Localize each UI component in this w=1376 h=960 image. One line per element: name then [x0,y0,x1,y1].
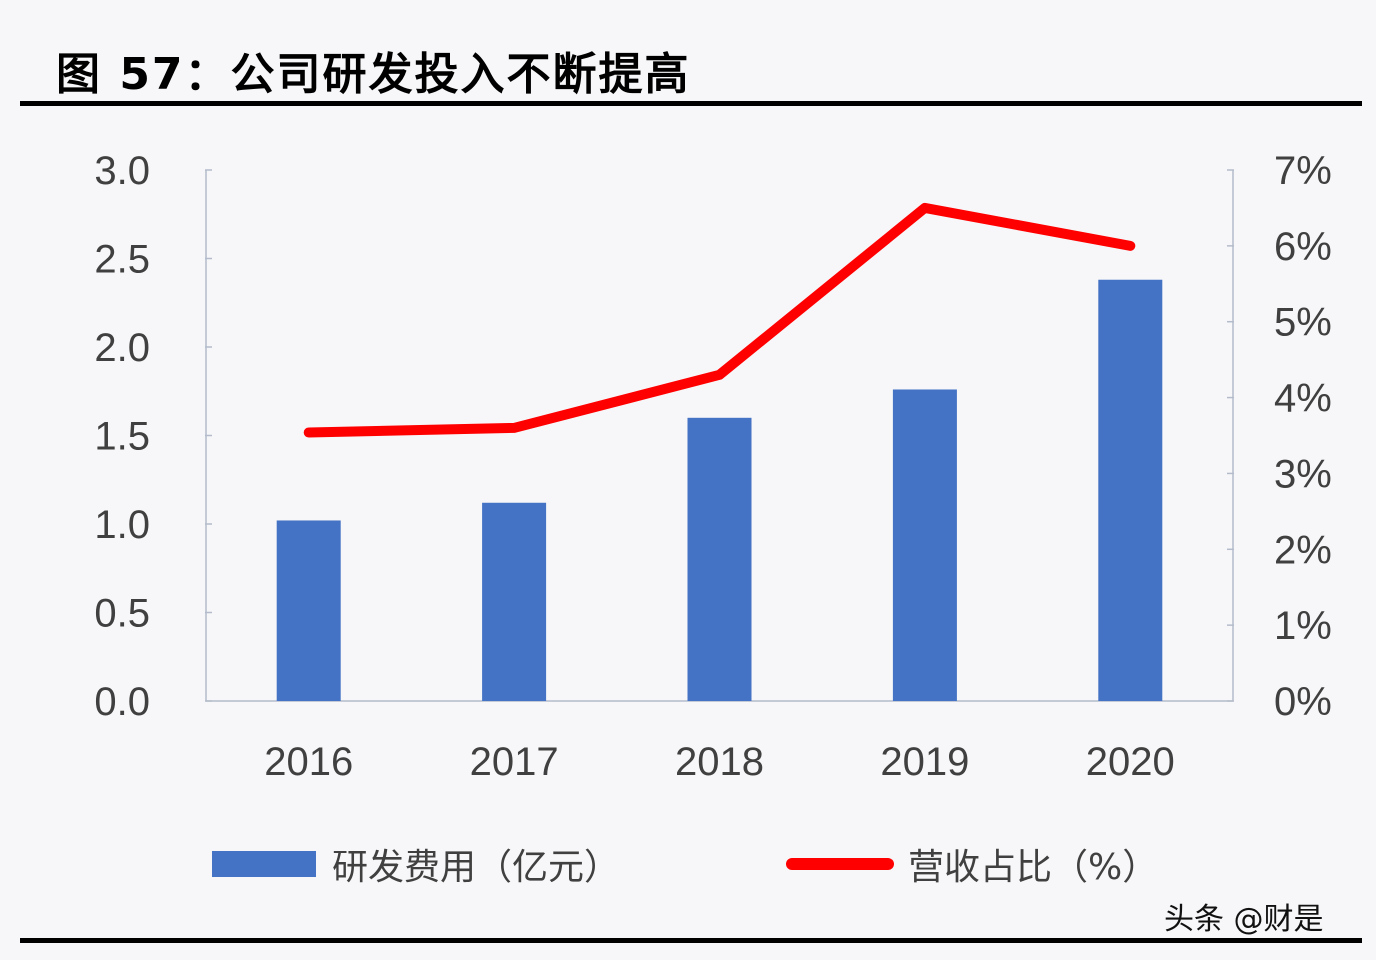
revenue-share-line [303,202,1136,438]
right-tick-label: 3% [1274,452,1332,496]
bar-2017 [482,502,547,701]
left-tick-label: 3.0 [94,149,150,193]
legend-line-swatch [786,858,894,870]
bottom-rule [20,938,1362,943]
bar-2019 [892,389,957,701]
watermark: 头条 @财是 [1164,902,1324,937]
x-tick-label: 2018 [675,740,764,784]
bar-2020 [1098,279,1163,701]
legend-bar-label: 研发费用（亿元） [332,847,621,888]
right-tick-label: 5% [1274,301,1332,345]
left-tick-label: 1.0 [94,503,150,547]
legend-bar: 研发费用（亿元） [212,838,620,890]
right-tick-label: 7% [1274,149,1332,193]
left-tick-label: 0.0 [94,680,150,724]
right-tick-label: 1% [1274,604,1332,648]
top-rule [20,101,1362,106]
left-tick-label: 0.5 [94,592,150,636]
legend-line-label: 营收占比（%） [908,847,1159,888]
bar-2016 [276,520,341,701]
legend-bar-swatch [212,851,316,877]
right-tick-label: 0% [1274,680,1332,724]
left-tick-label: 2.5 [94,238,150,282]
figure-title: 图 57：公司研发投入不断提高 [56,49,691,100]
x-tick-label: 2016 [264,740,353,784]
left-tick-label: 1.5 [94,415,150,459]
left-tick-label: 2.0 [94,326,150,370]
legend-line: 营收占比（%） [786,838,1158,890]
x-tick-label: 2017 [470,740,559,784]
right-tick-label: 2% [1274,528,1332,572]
x-tick-label: 2019 [880,740,969,784]
right-tick-label: 4% [1274,377,1332,421]
right-tick-label: 6% [1274,225,1332,269]
x-tick-label: 2020 [1086,740,1175,784]
bar-2018 [687,417,752,701]
